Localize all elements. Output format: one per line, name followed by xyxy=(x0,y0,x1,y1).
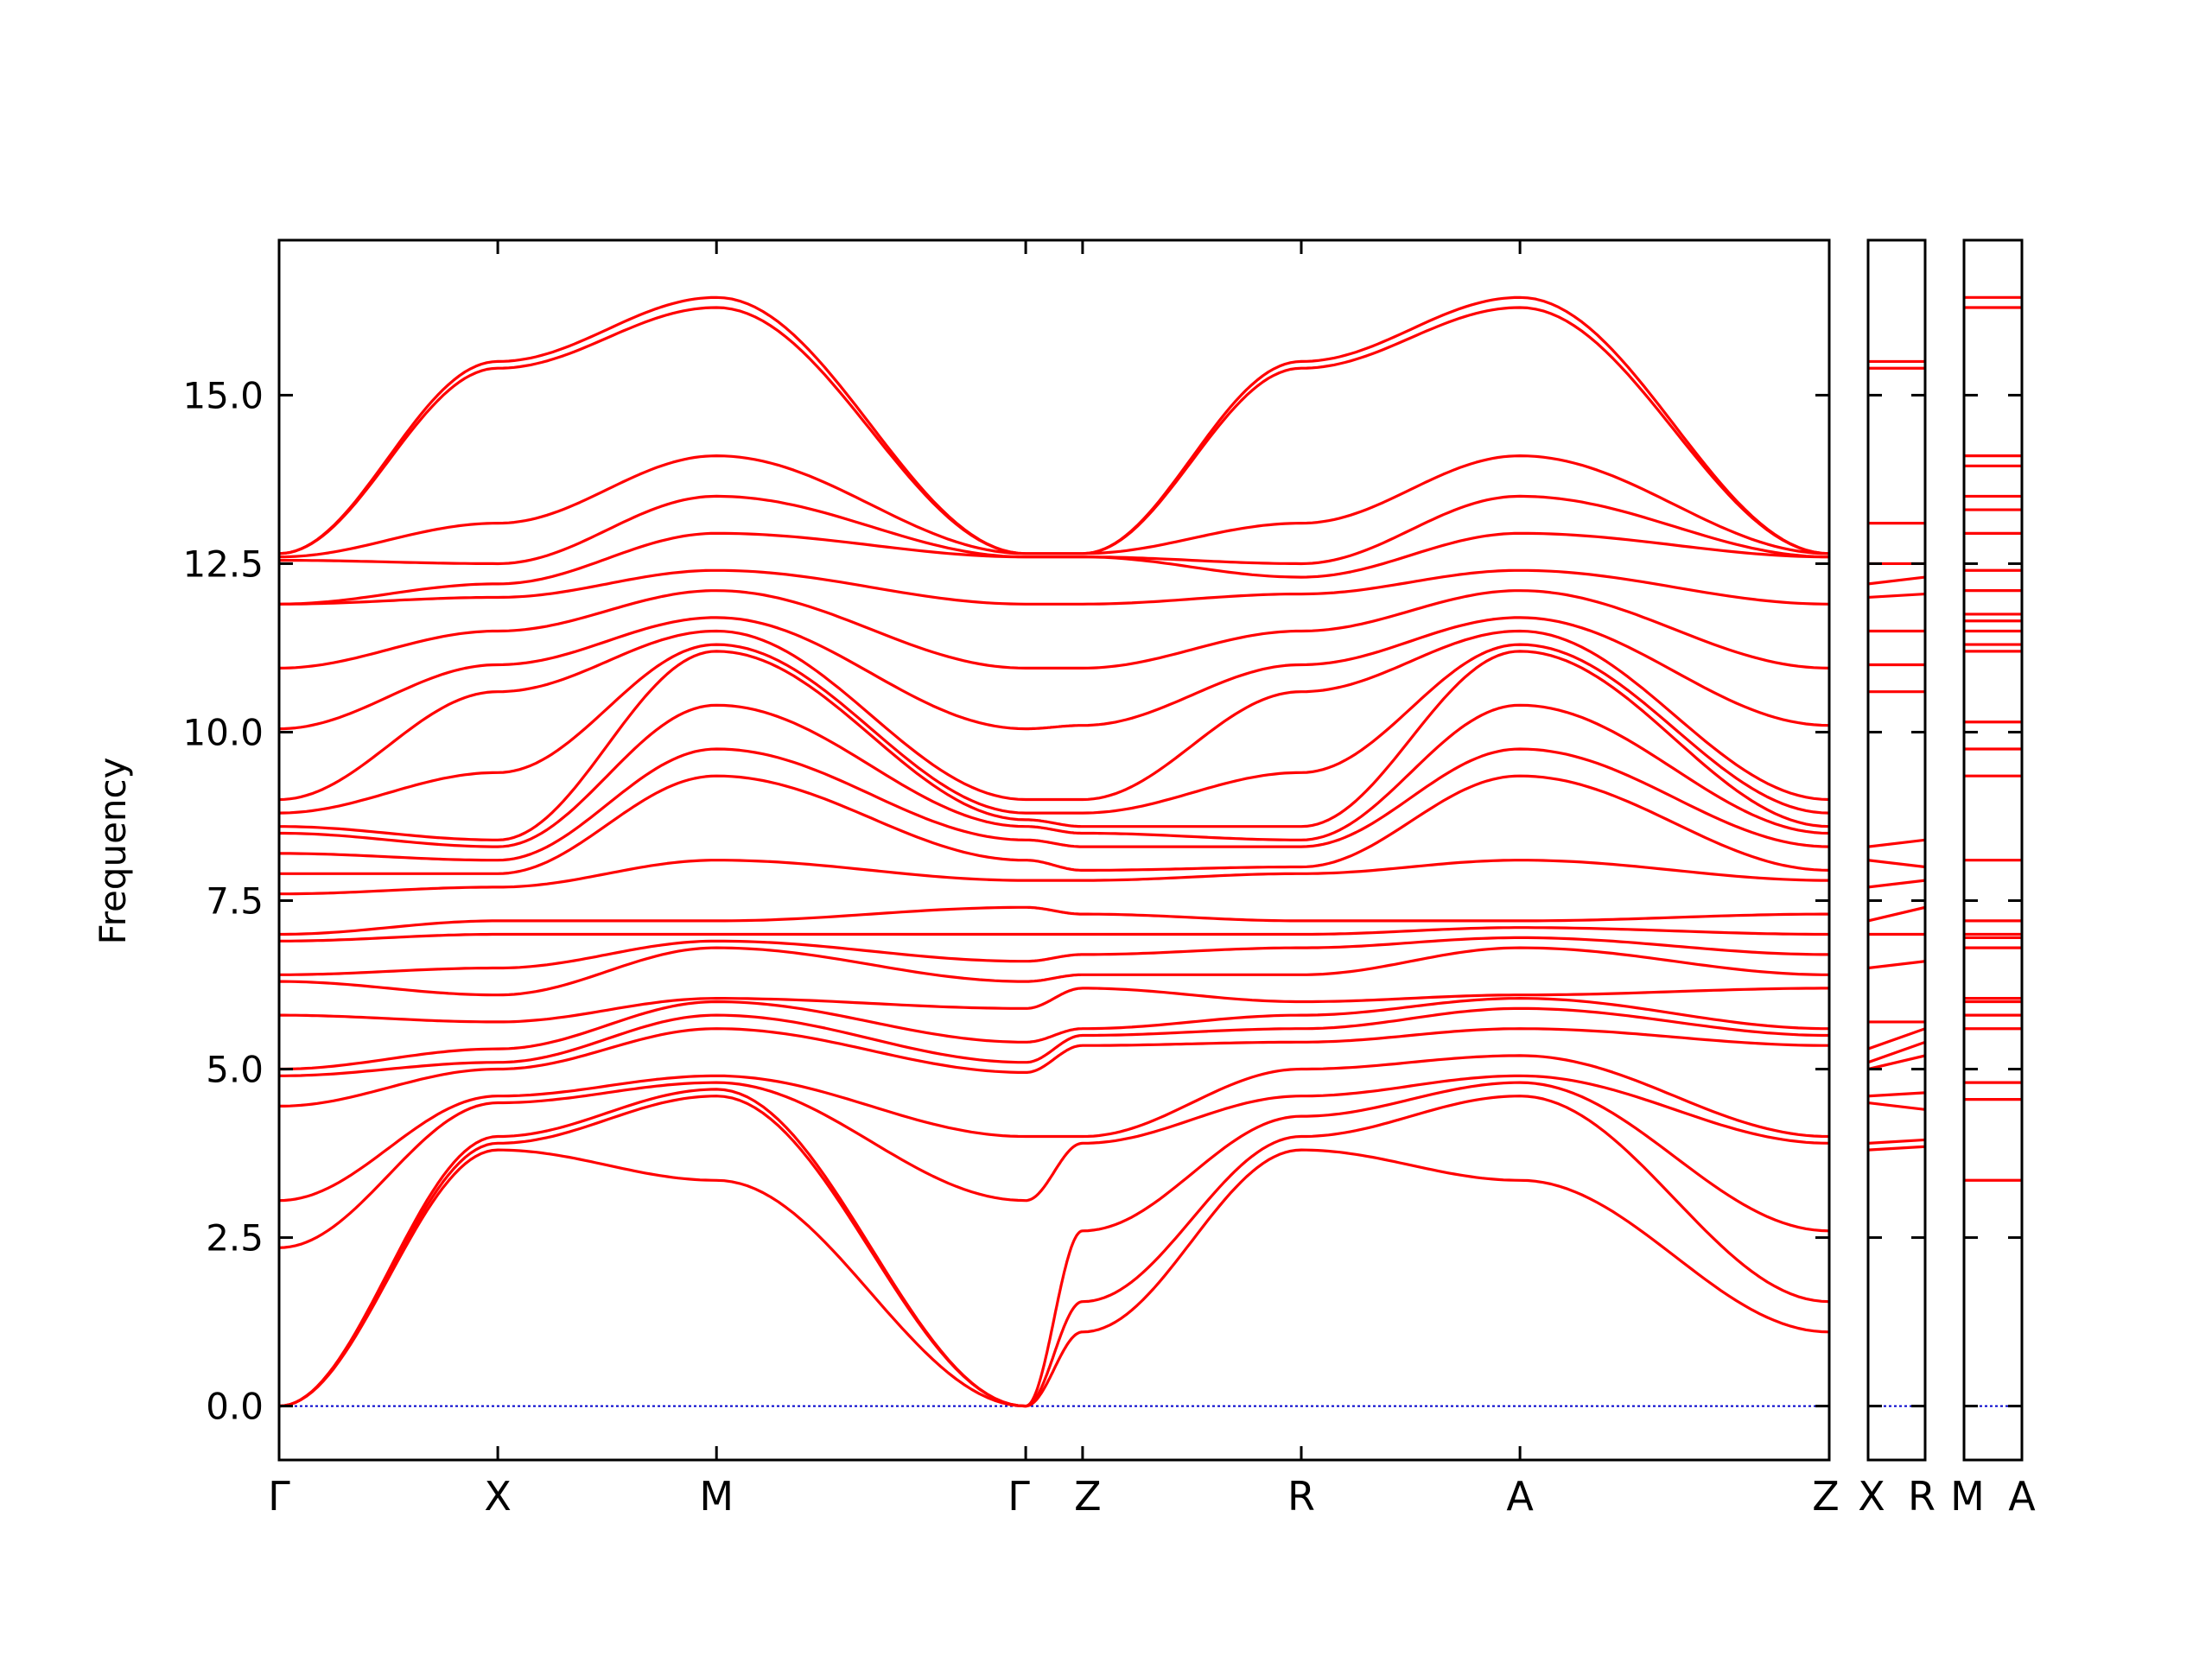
band-line-band-20 xyxy=(279,629,1829,802)
band-line-x-r-19 xyxy=(1868,575,1925,586)
band-line-band-4 xyxy=(279,1074,1829,1249)
band-line-band-25 xyxy=(279,494,1829,566)
band-line-x-r-9 xyxy=(1868,960,1925,970)
band-line-x-r-11 xyxy=(1868,905,1925,923)
band-line-band-8 xyxy=(279,997,1829,1071)
band-line-band-12 xyxy=(279,926,1829,943)
band-line-band-2 xyxy=(279,1095,1829,1408)
band-line-band-6 xyxy=(279,1027,1829,1108)
band-line-x-r-2 xyxy=(1868,1138,1925,1145)
band-line-band-16 xyxy=(279,747,1829,862)
band-line-band-23 xyxy=(279,568,1829,606)
band-line-band-17 xyxy=(279,703,1829,848)
band-line-band-3 xyxy=(279,1081,1829,1408)
band-line-band-15 xyxy=(279,774,1829,875)
band-line-band-10 xyxy=(279,946,1829,997)
band-line-band-11 xyxy=(279,936,1829,976)
x-tick-label: Z xyxy=(1812,1473,1840,1520)
frame-main xyxy=(277,238,1831,1462)
frame-m-a xyxy=(1962,238,2024,1462)
band-line-band-28 xyxy=(279,295,1829,555)
band-line-band-7 xyxy=(279,1006,1829,1077)
ticks-layer xyxy=(279,240,2022,1460)
x-tick-label: Γ xyxy=(1007,1473,1030,1520)
x-tick-label: R xyxy=(1908,1473,1936,1520)
band-line-x-r-14 xyxy=(1868,838,1925,848)
y-axis-label: Frequency xyxy=(92,758,134,945)
y-tick-label: 12.5 xyxy=(182,543,264,585)
y-tick-label: 15.0 xyxy=(182,374,264,416)
x-tick-label: X xyxy=(484,1473,512,1520)
band-line-x-r-7 xyxy=(1868,1027,1925,1050)
band-line-x-r-13 xyxy=(1868,859,1925,869)
band-line-band-1 xyxy=(279,1148,1829,1408)
y-tick-label: 0.0 xyxy=(206,1386,264,1428)
x-tick-label: Z xyxy=(1074,1473,1102,1520)
band-line-band-27 xyxy=(279,306,1829,555)
x-tick-label: R xyxy=(1287,1473,1315,1520)
band-line-x-r-5 xyxy=(1868,1054,1925,1071)
band-line-band-21 xyxy=(279,616,1829,731)
frames-layer xyxy=(277,238,2024,1462)
band-line-x-r-1 xyxy=(1868,1145,1925,1152)
y-tick-label: 10.0 xyxy=(182,711,264,753)
x-tick-label: M xyxy=(1950,1473,1985,1520)
bands-layer xyxy=(279,295,2022,1408)
band-line-x-r-6 xyxy=(1868,1040,1925,1064)
frame-x-r xyxy=(1866,238,1927,1462)
band-line-band-18 xyxy=(279,650,1829,841)
band-line-x-r-4 xyxy=(1868,1091,1925,1098)
y-tick-label: 7.5 xyxy=(206,880,264,923)
x-tick-label: Γ xyxy=(268,1473,290,1520)
band-line-band-22 xyxy=(279,589,1829,670)
y-tick-label: 2.5 xyxy=(206,1217,264,1260)
band-line-band-14 xyxy=(279,859,1829,896)
y-tick-label: 5.0 xyxy=(206,1049,264,1091)
x-tick-label: A xyxy=(2008,1473,2036,1520)
band-line-x-r-18 xyxy=(1868,592,1925,600)
x-tick-label: M xyxy=(699,1473,734,1520)
x-tick-label: A xyxy=(1506,1473,1534,1520)
labels-layer: 0.02.55.07.510.012.515.0Γ X M Γ Z R A Z X R M A xyxy=(182,374,2036,1520)
band-line-x-r-3 xyxy=(1868,1101,1925,1111)
band-line-band-5 xyxy=(279,1054,1829,1203)
band-line-x-r-12 xyxy=(1868,879,1925,889)
band-line-band-9 xyxy=(279,987,1829,1024)
x-tick-label: X xyxy=(1858,1473,1885,1520)
band-line-band-24 xyxy=(279,531,1829,606)
band-line-band-13 xyxy=(279,905,1829,936)
band-line-band-19 xyxy=(279,643,1829,815)
